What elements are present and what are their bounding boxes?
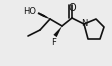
Text: N: N [80, 19, 86, 29]
Polygon shape [53, 26, 61, 37]
Text: F: F [51, 38, 56, 47]
Text: O: O [68, 3, 75, 13]
Text: HO: HO [23, 8, 36, 16]
